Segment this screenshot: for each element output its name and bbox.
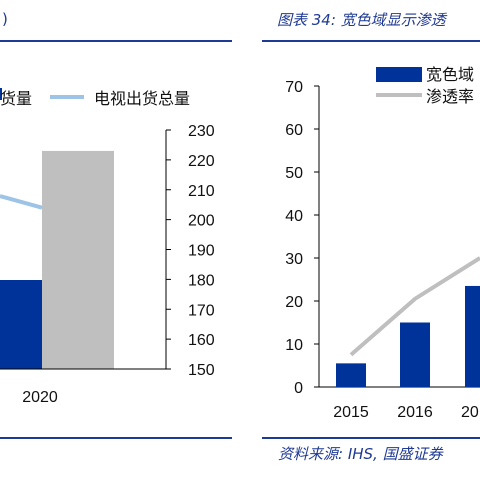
left-plot xyxy=(0,150,114,369)
left-chart: 货量 电视出货总量 230 220 210 200 190 180 170 160 150 20… xyxy=(0,88,215,406)
left-legend-bar-swatch xyxy=(0,88,2,100)
left-bottom-rule xyxy=(0,437,232,439)
left-right-axis-tick-label: 170 xyxy=(188,302,215,319)
right-y-axis-tick-label: 0 xyxy=(294,380,303,397)
left-right-axis-tick-label: 150 xyxy=(188,362,215,379)
left-caption-rule xyxy=(0,40,232,42)
right-x-tick-label: 2015 xyxy=(333,404,369,421)
right-x-tick-label: 2016 xyxy=(397,404,433,421)
left-legend-label-0: 货量 xyxy=(0,89,32,108)
left-line-shipments xyxy=(0,194,43,210)
right-caption-rule xyxy=(262,40,480,42)
right-bar-2015 xyxy=(336,363,366,387)
left-x-tick-2020: 2020 xyxy=(22,389,58,406)
left-right-axis-ticks: 230 220 210 200 190 180 170 160 150 xyxy=(166,123,215,379)
right-legend-label-0: 宽色域 xyxy=(426,65,474,84)
right-legend-label-1: 渗透率 xyxy=(426,87,474,106)
left-bar-blue-2020 xyxy=(0,280,42,369)
right-x-tick-label: 20 xyxy=(461,404,479,421)
left-right-axis-tick-label: 220 xyxy=(188,153,215,170)
source-note: 资料来源: IHS, 国盛证券 xyxy=(278,445,443,463)
left-bar-grey-2020 xyxy=(42,150,114,369)
right-line-penetration xyxy=(349,256,480,357)
left-caption-fragment: ) xyxy=(2,10,8,28)
right-y-axis-tick-label: 30 xyxy=(285,251,303,268)
left-right-axis-tick-label: 180 xyxy=(188,272,215,289)
right-bar-2017 xyxy=(465,285,480,387)
left-right-axis-tick-label: 200 xyxy=(188,213,215,230)
right-legend-bar-swatch xyxy=(376,67,422,82)
left-right-axis-tick-label: 190 xyxy=(188,243,215,260)
left-right-axis-tick-label: 160 xyxy=(188,332,215,349)
right-y-axis-tick-label: 20 xyxy=(285,294,303,311)
right-y-axis-ticks: 70 60 50 40 30 20 10 0 xyxy=(285,79,319,397)
right-y-axis-tick-label: 50 xyxy=(285,165,303,182)
left-right-axis-tick-label: 210 xyxy=(188,183,215,200)
right-bottom-rule xyxy=(262,437,480,439)
right-y-axis-tick-label: 10 xyxy=(285,337,303,354)
left-legend-label-1: 电视出货总量 xyxy=(94,89,190,108)
right-legend: 宽色域 渗透率 xyxy=(376,65,474,106)
right-y-axis-tick-label: 70 xyxy=(285,79,303,96)
right-chart: 宽色域 渗透率 70 60 50 40 30 20 10 0 2015 2016 20 xyxy=(285,65,480,421)
right-y-axis-tick-label: 60 xyxy=(285,122,303,139)
right-x-ticks: 2015 2016 20 xyxy=(333,404,479,421)
right-bar-2016 xyxy=(400,322,430,387)
right-y-axis-tick-label: 40 xyxy=(285,208,303,225)
left-legend: 货量 电视出货总量 xyxy=(0,88,190,108)
right-figure-caption: 图表 34: 宽色域显示渗透 xyxy=(277,11,446,29)
right-plot xyxy=(336,256,480,387)
left-right-axis-tick-label: 230 xyxy=(188,123,215,140)
